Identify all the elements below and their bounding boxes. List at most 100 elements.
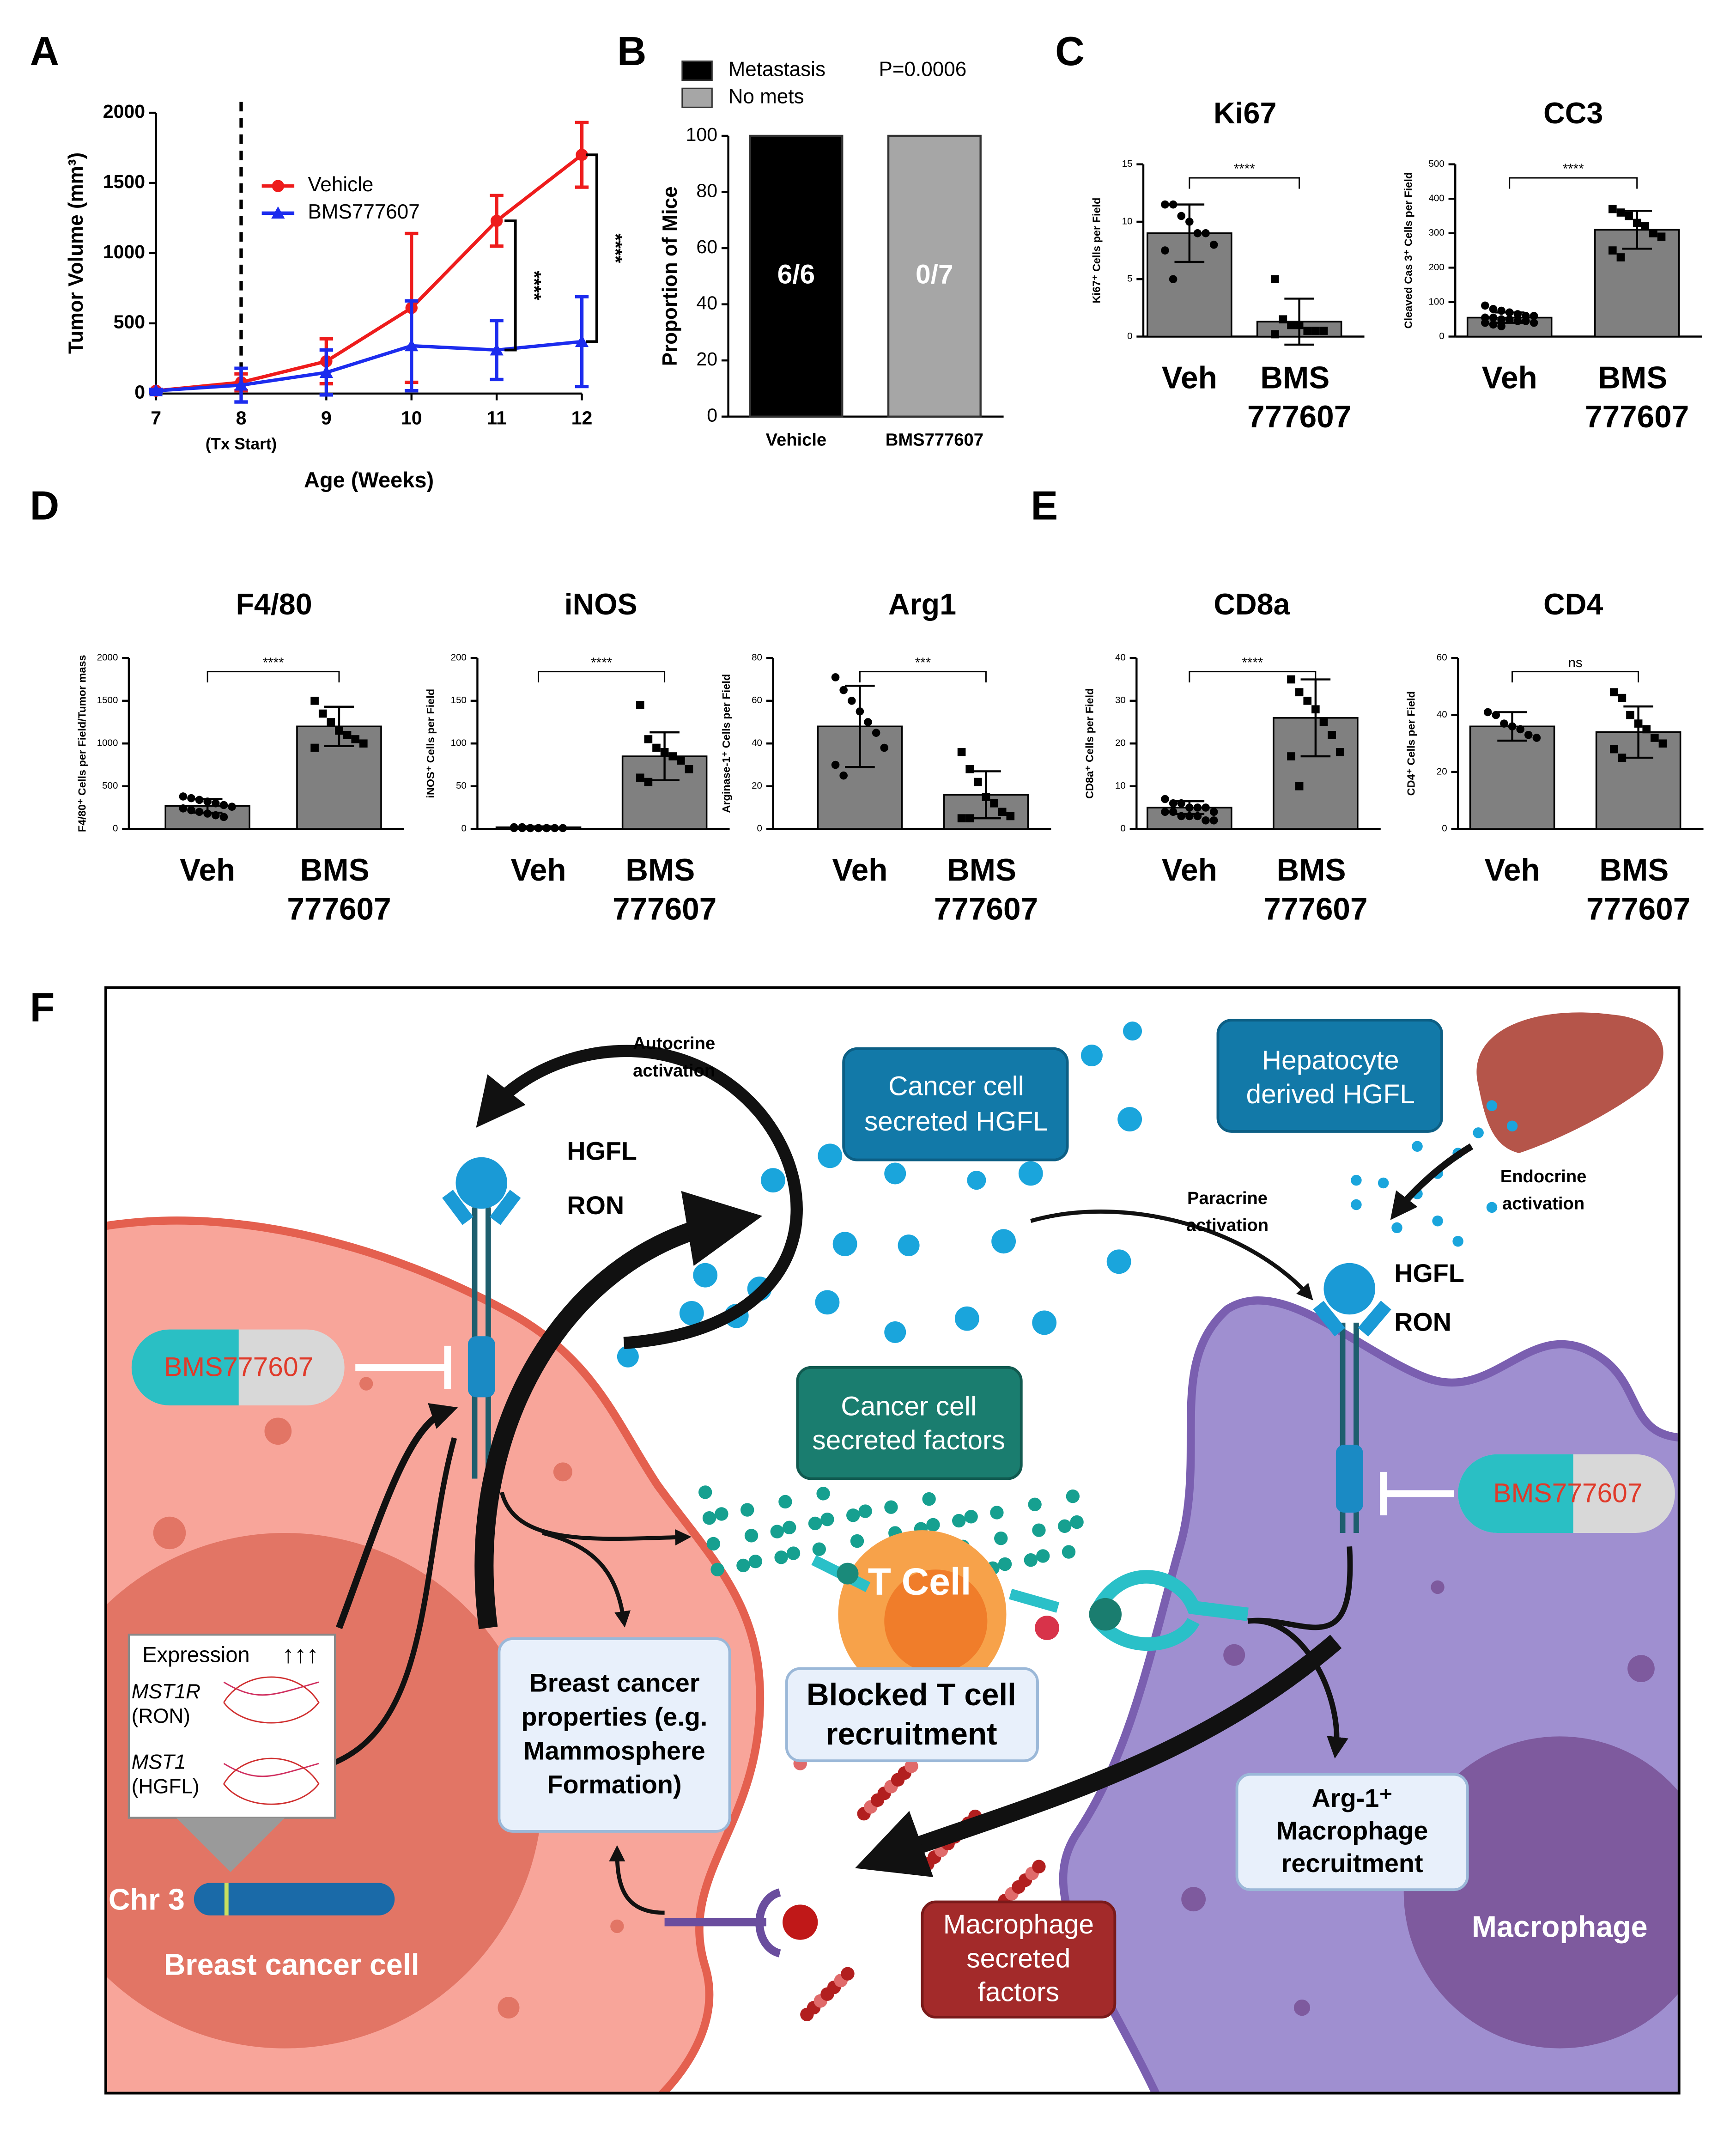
label: Expression: [142, 1642, 249, 1667]
factor-dot: [820, 1512, 834, 1526]
hgfl-dot: [1452, 1236, 1463, 1247]
label: BMS777607: [1493, 1478, 1642, 1508]
significance-bracket: [586, 153, 598, 343]
x-tick-label: Veh: [180, 853, 235, 888]
error-bar: [1174, 203, 1205, 263]
label: activation: [1502, 1194, 1584, 1214]
point: [1185, 218, 1194, 226]
point: [1311, 705, 1320, 714]
point: [1161, 795, 1169, 803]
hgfl-dot: [1391, 1222, 1402, 1234]
y-tick-label: 300: [1428, 227, 1444, 238]
point: [965, 814, 974, 822]
y-tick-label: 2000: [97, 652, 118, 663]
point: [1209, 816, 1218, 825]
receptors: [442, 1157, 1391, 1533]
x-tick-label: Vehicle: [766, 430, 827, 450]
point: [1295, 321, 1304, 329]
point: [1161, 246, 1169, 255]
significance: ***: [915, 655, 931, 670]
point: [351, 735, 360, 743]
y-tick-label: 10: [1122, 216, 1133, 226]
chart-title: F4/80: [236, 588, 312, 621]
hgfl-dot: [884, 1162, 906, 1185]
factor-dot: [816, 1487, 830, 1501]
y-axis-label: Ki67⁺ Cells per Field: [1090, 198, 1102, 304]
legend-label: Vehicle: [308, 173, 373, 196]
y-tick-label: 1000: [103, 241, 145, 262]
factor-dot: [1066, 1490, 1080, 1503]
point: [195, 808, 204, 816]
y-tick-label: 0: [1127, 331, 1132, 341]
significance: ****: [1234, 161, 1255, 176]
point: [644, 778, 653, 786]
label: Endocrine: [1500, 1167, 1587, 1186]
label: Macrophage: [1472, 1910, 1647, 1943]
point: [179, 804, 188, 813]
point: [974, 778, 982, 786]
point: [1505, 308, 1514, 317]
marker: [234, 378, 248, 391]
factor-dot: [783, 1520, 796, 1534]
marker: [490, 214, 503, 227]
y-tick-label: 150: [451, 695, 467, 705]
point: [1319, 327, 1328, 335]
point: [880, 743, 889, 752]
point: [685, 765, 693, 773]
chart-title: CD8a: [1214, 588, 1290, 621]
point: [1633, 219, 1641, 227]
error-bar: [1623, 705, 1653, 759]
panel-label: E: [1031, 483, 1058, 529]
point: [1202, 229, 1210, 237]
point: [1642, 725, 1651, 734]
hgfl-dot: [1351, 1199, 1362, 1210]
annotation: (Tx Start): [206, 435, 277, 453]
x-tick-label: 9: [321, 407, 332, 428]
point: [1516, 725, 1524, 734]
point: [1319, 718, 1328, 726]
point: [1489, 313, 1498, 322]
factor-dot: [841, 1967, 855, 1981]
hgfl-dot: [832, 1232, 857, 1257]
y-axis-label: iNOS⁺ Cells per Field: [425, 689, 437, 798]
bar-label: 6/6: [777, 259, 815, 289]
point: [1161, 200, 1169, 209]
y-tick-label: 10: [1115, 780, 1126, 791]
label: activation: [1186, 1216, 1269, 1235]
significance: ****: [263, 655, 284, 670]
point: [1505, 315, 1514, 324]
y-tick-label: 2000: [103, 101, 145, 122]
panel-labels: A B C D E F: [30, 28, 1085, 1030]
label: (RON): [132, 1705, 190, 1727]
point: [1532, 734, 1541, 742]
point: [1497, 306, 1505, 315]
factor-dot: [1032, 1860, 1046, 1873]
y-tick-label: 0: [1120, 823, 1125, 834]
hgfl-dot: [1117, 1107, 1142, 1131]
point: [1006, 812, 1015, 821]
bar-label: 0/7: [916, 259, 953, 289]
point: [1609, 205, 1617, 213]
line: [156, 153, 583, 393]
x-tick-label: BMS 777607: [613, 853, 716, 926]
y-tick-label: 20: [1115, 738, 1126, 748]
significance: ****: [591, 655, 612, 670]
point: [1303, 696, 1312, 705]
point: [1177, 799, 1186, 808]
point: [1161, 808, 1169, 816]
chart-title: iNOS: [565, 588, 637, 621]
hgfl-dot: [679, 1301, 704, 1325]
y-tick-label: 200: [1428, 262, 1444, 273]
error-bar: [845, 685, 875, 768]
x-tick-label: BMS 777607: [287, 853, 391, 926]
significance-bracket: [538, 671, 666, 683]
significance: ****: [1242, 655, 1263, 670]
y-tick-label: 0: [461, 823, 467, 834]
point: [179, 792, 188, 801]
label: MST1R: [132, 1680, 200, 1703]
legend-swatch: [681, 61, 713, 81]
point: [203, 809, 212, 818]
y-tick-label: 80: [696, 180, 717, 201]
x-tick-label: BMS 777607: [1247, 360, 1351, 434]
hgfl-dot: [1378, 1177, 1389, 1189]
